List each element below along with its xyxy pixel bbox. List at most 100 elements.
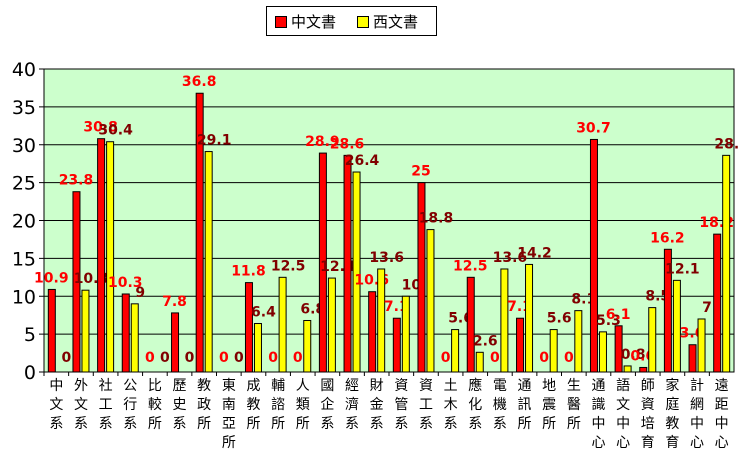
- x-tick-label-char: 家: [665, 377, 679, 394]
- x-tick-label-char: 所: [518, 416, 532, 432]
- bar-red: [343, 154, 352, 373]
- y-tick-label: 25: [12, 173, 36, 195]
- data-label: 0: [293, 350, 303, 366]
- x-tick-label-char: 企: [320, 396, 334, 413]
- x-tick-label-char: 所: [246, 416, 260, 432]
- bar-red: [47, 288, 56, 373]
- data-label: 10.3: [108, 275, 143, 291]
- bar-yellow: [500, 268, 509, 373]
- data-label: 6.1: [606, 307, 631, 323]
- legend-label: 西文書: [373, 13, 419, 31]
- x-tick-label-char: 距: [715, 397, 729, 413]
- data-label: 14.2: [517, 245, 552, 261]
- x-tick-label-char: 工: [99, 397, 113, 413]
- bar-red: [195, 92, 204, 373]
- data-label: 28.6: [330, 136, 365, 152]
- x-tick-label-char: 識: [591, 397, 605, 413]
- x-tick-label-char: 比: [148, 378, 162, 394]
- bar-yellow: [253, 323, 262, 373]
- y-tick-label: 20: [12, 211, 36, 233]
- data-label: 16.2: [650, 230, 685, 246]
- y-tick-label: 15: [12, 248, 36, 270]
- x-tick-label-char: 系: [99, 416, 113, 432]
- x-tick-label-char: 震: [542, 397, 556, 413]
- x-tick-label-char: 系: [468, 416, 482, 432]
- bar-red: [589, 138, 598, 373]
- x-tick-label-char: 社: [99, 378, 113, 394]
- bar-yellow: [549, 329, 558, 373]
- data-label: 18.8: [419, 211, 454, 227]
- data-label: 0: [564, 350, 574, 366]
- x-tick-label-char: 較: [148, 397, 162, 413]
- x-tick-label-char: 教: [246, 397, 260, 413]
- bar-yellow: [623, 365, 632, 373]
- x-tick-label-char: 人: [296, 378, 310, 394]
- x-tick-label-char: 地: [542, 378, 556, 394]
- bar-red: [466, 276, 475, 373]
- bar-yellow: [451, 329, 460, 373]
- x-tick-label-char: 資: [641, 397, 655, 413]
- y-tick-label: 30: [12, 135, 36, 157]
- x-tick-label-char: 外: [74, 378, 88, 394]
- x-tick-label-char: 系: [320, 416, 334, 432]
- data-label: 13.6: [369, 250, 404, 266]
- x-tick-label-char: 中: [49, 378, 63, 394]
- x-tick-label-char: 心: [690, 435, 704, 451]
- x-tick-label-char: 國: [320, 378, 334, 394]
- data-label: 0: [185, 350, 195, 366]
- x-tick-label-char: 系: [74, 416, 88, 432]
- data-label: 0: [219, 350, 229, 366]
- data-label: 0: [441, 350, 451, 366]
- data-label: 12.1: [665, 261, 700, 277]
- x-tick-label-char: 師: [641, 378, 655, 394]
- data-label: 9: [135, 285, 145, 301]
- x-tick-label-char: 諮: [271, 396, 285, 413]
- bar-yellow: [327, 277, 336, 373]
- x-tick-label-char: 網: [690, 397, 704, 413]
- x-tick-label-char: 文: [616, 397, 630, 413]
- bar-yellow: [648, 307, 657, 373]
- x-tick-label-char: 心: [715, 435, 729, 451]
- x-tick-label-char: 計: [690, 378, 704, 394]
- bar-red: [318, 152, 327, 373]
- x-tick-label-char: 所: [222, 435, 236, 451]
- bar-yellow: [204, 151, 213, 373]
- y-tick-label: 35: [12, 97, 36, 119]
- data-label: 0: [234, 350, 244, 366]
- bar-red: [614, 325, 623, 373]
- legend-swatch-yellow: [357, 16, 369, 28]
- bar-red: [392, 317, 401, 373]
- data-label: 12.5: [271, 258, 306, 274]
- bar-yellow: [475, 351, 484, 373]
- x-tick-label-char: 系: [444, 416, 458, 432]
- x-tick-label-char: 通: [591, 378, 605, 394]
- legend-label: 中文書: [291, 13, 337, 31]
- x-tick-label-char: 工: [419, 397, 433, 413]
- bar-red: [171, 312, 180, 373]
- bar-red: [713, 233, 722, 373]
- x-tick-label-char: 類: [296, 397, 310, 413]
- bar-yellow: [722, 154, 731, 373]
- bar-red: [417, 182, 426, 373]
- x-tick-label-char: 庭: [665, 396, 679, 413]
- bar-yellow: [672, 279, 681, 373]
- x-tick-label-char: 行: [123, 397, 137, 413]
- x-tick-label-char: 心: [591, 435, 605, 451]
- x-tick-label-char: 所: [148, 416, 162, 432]
- data-label: 2.6: [473, 333, 498, 349]
- x-tick-label-char: 濟: [345, 397, 359, 413]
- bar-red: [97, 138, 106, 373]
- data-label: 23.8: [59, 173, 94, 189]
- legend-item-series-2: 西文書: [357, 13, 418, 31]
- x-tick-label-char: 資: [419, 378, 433, 394]
- x-tick-label-char: 訊: [518, 397, 532, 413]
- x-tick-label-char: 中: [715, 416, 729, 432]
- x-tick-label-char: 中: [616, 416, 630, 432]
- x-tick-label-char: 教: [665, 416, 679, 432]
- x-tick-label-char: 系: [345, 416, 359, 432]
- bar-yellow: [574, 310, 583, 373]
- x-tick-label-char: 所: [542, 416, 556, 432]
- x-tick-label-char: 系: [370, 416, 384, 432]
- data-label: 5.6: [547, 311, 572, 327]
- data-label: 25: [411, 164, 430, 180]
